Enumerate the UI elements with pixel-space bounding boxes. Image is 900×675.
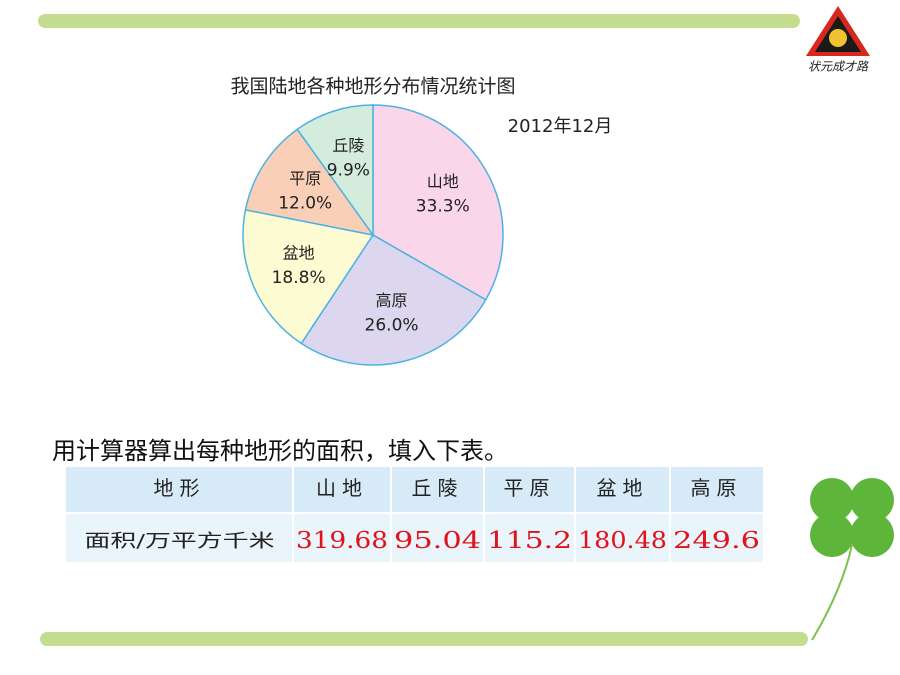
slice-value: 33.3% [416,197,470,217]
chart-subtitle: 2012年12月 [508,116,613,137]
clover-leaf [810,513,854,557]
bottom-bar [40,632,808,646]
slice-label: 高原 [376,291,408,310]
value-cell: 180.48 [578,528,667,554]
slice-label: 丘陵 [332,136,364,155]
slice-value: 18.8% [272,268,326,288]
slice-label: 盆地 [283,244,315,263]
pie-slice [296,104,374,238]
logo: 状元成才路 [806,6,870,74]
pie-slice [372,104,504,301]
value-cell: 319.68 [296,528,388,554]
header-row [66,466,763,513]
chart-title: 我国陆地各种地形分布情况统计图 [230,76,515,98]
top-bar [38,14,800,28]
logo-emblem [829,29,847,47]
pie-slice [244,128,375,237]
header-cell: 平原 [504,476,556,500]
clover [810,478,894,641]
slice-value: 26.0% [365,315,419,335]
header-cell: 丘陵 [412,476,464,500]
instruction: 用计算器算出每种地形的面积，填入下表。 [52,437,508,465]
slice-label: 山地 [427,172,459,191]
row-label: 面积/万平方千米 [85,531,275,552]
clover-leaf [810,478,854,522]
value-cell: 95.04 [394,528,481,554]
clover-leaf [850,513,894,557]
slice-label: 平原 [289,169,321,188]
pie-slice [300,233,487,366]
data-row [66,513,763,563]
clover-leaf [850,478,894,522]
header-cell: 高原 [691,476,743,500]
value-cell: 249.6 [673,528,760,554]
value-cell: 115.2 [487,528,572,554]
logo-text: 状元成才路 [808,60,869,74]
header-cell: 山地 [316,476,368,500]
slice-value: 12.0% [278,193,332,213]
clover-stem [811,544,853,641]
header-cell: 盆地 [597,476,649,500]
pie-slice [242,208,375,345]
pie: 山地 33.3% 高原 26.0% 盆地 18.8% 平原 12.0% 丘陵 9.9% [242,104,504,366]
slice-value: 9.9% [327,160,370,180]
header-cell: 地形 [154,476,206,500]
